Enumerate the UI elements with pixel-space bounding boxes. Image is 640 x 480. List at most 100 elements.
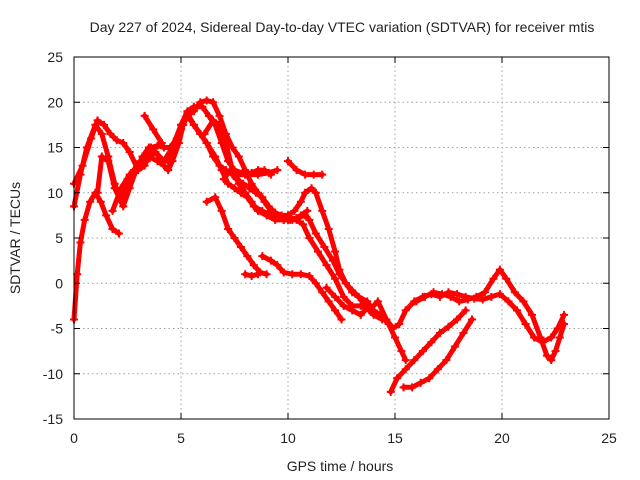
data-point-marker [487,292,496,301]
data-point-marker [324,297,333,306]
data-series-layer [70,96,569,396]
y-tick-label: 5 [55,230,63,246]
data-point-marker [296,211,305,220]
data-point-marker [168,143,177,152]
data-point-marker [87,134,96,143]
series-line [324,285,372,318]
data-point-marker [376,310,385,319]
data-point-marker [97,129,106,138]
data-point-marker [226,166,235,175]
data-point-marker [301,188,310,197]
x-axis-label: GPS time / hours [287,458,394,474]
series-s12 [284,157,327,179]
x-tick-label: 5 [177,430,185,446]
data-point-marker [266,256,275,265]
data-point-marker [93,116,102,125]
data-point-marker [324,224,333,233]
data-point-marker [365,301,374,310]
data-point-marker [273,166,282,175]
data-point-marker [369,306,378,315]
data-point-marker [254,206,263,215]
data-point-marker [262,211,271,220]
data-point-marker [106,129,115,138]
data-point-marker [108,206,117,215]
data-point-marker [215,161,224,170]
grid-lines [74,57,609,419]
data-point-marker [393,374,402,383]
x-tick-label: 20 [494,430,510,446]
data-point-marker [305,234,314,242]
data-point-marker [331,306,340,315]
data-point-marker [97,152,106,161]
data-point-marker [555,333,564,342]
data-point-marker [230,234,239,242]
data-point-marker [461,306,470,315]
data-point-marker [221,138,230,147]
data-point-marker [204,111,213,120]
data-point-marker [247,168,256,177]
data-point-marker [298,220,307,229]
data-point-marker [521,319,530,328]
data-point-marker [339,292,348,301]
data-point-marker [542,351,551,360]
data-point-marker [311,229,320,238]
data-point-marker [271,215,280,224]
data-point-marker [119,202,128,211]
data-point-marker [480,288,489,297]
data-point-marker [320,243,329,252]
y-tick-label: -5 [51,321,64,337]
data-point-marker [397,347,406,356]
data-point-marker [305,272,314,281]
axis-ticks: -15 -10 -5 0 5 10 15 20 25 0 5 10 15 20 25 [43,49,617,446]
data-point-marker [260,166,269,175]
data-point-marker [331,247,340,256]
data-point-marker [309,170,318,179]
data-point-marker [401,306,410,315]
data-point-marker [247,179,256,188]
data-point-marker [232,175,241,184]
data-point-marker [560,310,569,319]
data-point-marker [331,292,340,301]
data-point-marker [114,229,123,238]
data-point-marker [202,138,211,147]
data-point-marker [384,319,393,328]
series-line [204,194,270,277]
y-tick-label: 0 [55,275,63,291]
y-tick-label: 20 [47,94,63,110]
data-point-marker [288,215,297,224]
data-point-marker [262,270,271,279]
data-point-marker [86,197,95,206]
data-point-marker [401,356,410,365]
data-point-marker [202,197,211,206]
x-tick-label: 0 [70,430,78,446]
data-point-marker [292,166,301,175]
data-point-marker [335,265,344,274]
data-point-marker [164,166,173,175]
data-point-marker [318,170,327,179]
data-point-marker [296,197,305,206]
data-point-marker [427,338,436,347]
data-point-marker [134,161,143,170]
data-point-marker [108,224,117,233]
data-point-marker [472,292,481,301]
data-point-marker [301,170,310,179]
data-point-marker [224,224,233,233]
series-s11 [258,252,346,324]
data-point-marker [117,184,126,193]
data-point-marker [149,125,158,134]
data-point-marker [142,157,151,166]
data-point-marker [228,143,237,152]
data-point-marker [527,310,536,319]
data-point-marker [313,247,322,256]
data-point-marker [418,347,427,356]
data-point-marker [151,148,160,157]
y-tick-label: -10 [43,366,63,382]
x-tick-label: 25 [601,430,617,446]
data-point-marker [354,292,363,301]
series-s7 [200,116,312,224]
data-point-marker [73,270,82,279]
data-point-marker [318,206,327,215]
data-point-marker [99,120,108,129]
data-point-marker [211,193,220,202]
